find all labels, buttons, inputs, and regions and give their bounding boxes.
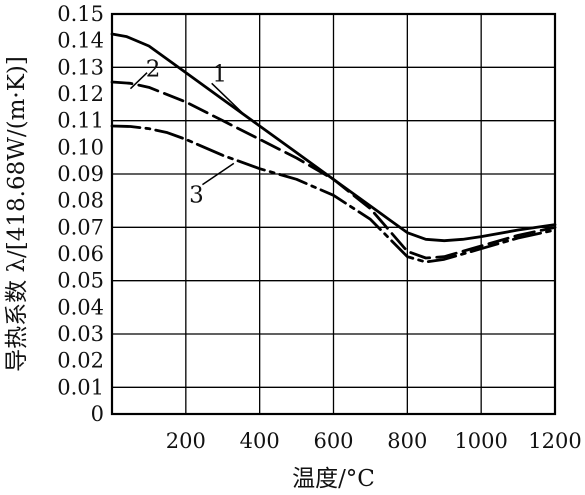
series-line-3 xyxy=(110,124,557,264)
y-tick-label: 0.12 xyxy=(57,82,104,106)
y-tick-label: 0.01 xyxy=(57,375,104,399)
y-tick-label: 0.10 xyxy=(57,135,104,159)
series-line-2 xyxy=(110,80,557,260)
plot-frame xyxy=(110,12,557,416)
series-layer xyxy=(110,32,557,264)
grid xyxy=(112,14,555,414)
callout-label-3: 3 xyxy=(189,183,204,209)
x-tick-label: 800 xyxy=(387,429,427,453)
y-tick-label: 0.15 xyxy=(57,2,104,26)
callout-leader-3 xyxy=(202,162,235,186)
callout-label-2: 2 xyxy=(146,57,161,83)
y-tick-label: 0.06 xyxy=(57,242,104,266)
callout-leader-2 xyxy=(129,72,148,90)
y-tick-label: 0.05 xyxy=(57,269,104,293)
x-tick-label: 200 xyxy=(166,429,206,453)
y-tick-label: 0.04 xyxy=(57,295,104,319)
y-tick-label: 0.07 xyxy=(57,215,104,239)
curve-callouts: 1 2 3 xyxy=(129,57,246,209)
y-tick-label: 0.08 xyxy=(57,189,104,213)
x-tick-label: 1200 xyxy=(528,429,581,453)
x-tick-label: 600 xyxy=(313,429,353,453)
y-tick-label: 0.09 xyxy=(57,162,104,186)
callout-label-1: 1 xyxy=(212,61,227,87)
x-axis-label: 温度/°C xyxy=(292,466,375,492)
x-tick-labels: 200 400 600 800 1000 1200 xyxy=(166,429,582,453)
y-tick-label: 0.11 xyxy=(57,109,104,133)
y-axis-label: 导热系数 λ/[418.68W/(m·K)] xyxy=(4,56,30,372)
y-tick-label: 0 xyxy=(91,402,104,426)
y-tick-labels: 0 0.010.02 0.03 0.040.05 0.06 0.070.08 0.09 0.1… xyxy=(57,2,104,426)
y-tick-label: 0.14 xyxy=(57,29,104,53)
callout-leader-1 xyxy=(211,82,246,116)
x-tick-label: 400 xyxy=(240,429,280,453)
y-tick-label: 0.02 xyxy=(57,349,104,373)
series-line-1 xyxy=(110,32,557,243)
x-tick-label: 1000 xyxy=(454,429,507,453)
y-tick-label: 0.03 xyxy=(57,322,104,346)
y-tick-label: 0.13 xyxy=(57,55,104,79)
